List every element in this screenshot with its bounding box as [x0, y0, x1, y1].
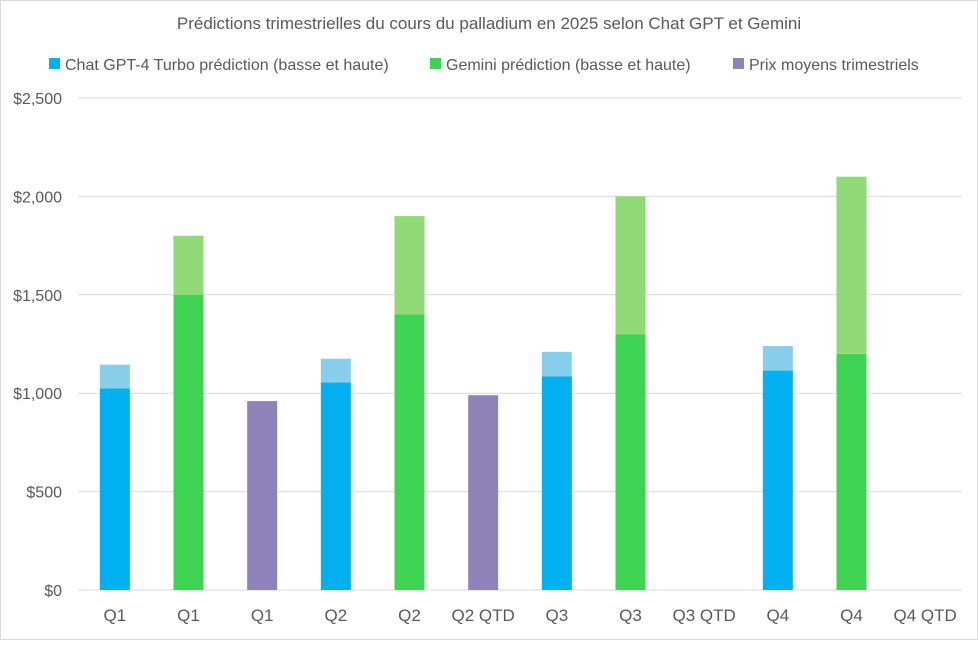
- bar-chatgpt-high: [541, 351, 572, 377]
- bar-gemini-low: [836, 353, 867, 590]
- bar-chatgpt-high: [99, 364, 130, 389]
- bar-average-price: [468, 395, 499, 590]
- legend-swatch: [733, 58, 744, 69]
- y-tick-label: $1,500: [13, 288, 62, 305]
- x-tick-label: Q3 QTD: [673, 606, 736, 625]
- bar-gemini-high: [173, 235, 204, 295]
- x-tick-label: Q2: [398, 606, 421, 625]
- x-tick-label: Q4: [766, 606, 789, 625]
- x-tick-label: Q1: [251, 606, 274, 625]
- bar-chatgpt-low: [320, 382, 351, 590]
- x-tick-label: Q1: [177, 606, 200, 625]
- x-tick-label: Q1: [103, 606, 126, 625]
- y-tick-label: $0: [44, 583, 62, 600]
- x-tick-label: Q2: [324, 606, 347, 625]
- x-axis: Q1 Q1 Q1 Q2 Q2 Q2 QTD Q3 Q3 Q3 QTD Q4 Q4 Q4 QTD: [103, 606, 956, 625]
- bar-gemini-high: [394, 216, 425, 315]
- y-tick-label: $2,000: [13, 189, 62, 206]
- legend-label: Prix moyens trimestriels: [749, 57, 919, 74]
- x-tick-label: Q4: [840, 606, 863, 625]
- bar-gemini-low: [173, 294, 204, 590]
- y-axis: $0 $500 $1,000 $1,500 $2,000 $2,500: [13, 91, 62, 600]
- bars: [99, 176, 867, 590]
- legend-label: Gemini prédiction (basse et haute): [446, 57, 691, 74]
- bar-gemini-high: [836, 176, 867, 354]
- legend-swatch: [430, 58, 441, 69]
- bar-chatgpt-low: [99, 388, 130, 590]
- legend-label: Chat GPT-4 Turbo prédiction (basse et ha…: [65, 57, 389, 74]
- x-tick-label: Q3: [619, 606, 642, 625]
- chart-title: Prédictions trimestrielles du cours du p…: [177, 14, 801, 33]
- legend-swatch: [49, 58, 60, 69]
- y-tick-label: $500: [26, 485, 62, 502]
- bar-chatgpt-high: [762, 345, 793, 371]
- bar-chatgpt-low: [541, 376, 572, 590]
- gridlines: [78, 97, 962, 591]
- bar-chatgpt-high: [320, 358, 351, 383]
- x-tick-label: Q4 QTD: [894, 606, 957, 625]
- y-tick-label: $2,500: [13, 91, 62, 108]
- bar-gemini-high: [615, 196, 646, 335]
- bar-gemini-low: [615, 334, 646, 590]
- x-tick-label: Q3: [545, 606, 568, 625]
- bar-gemini-low: [394, 314, 425, 590]
- y-tick-label: $1,000: [13, 386, 62, 403]
- legend: Chat GPT-4 Turbo prédiction (basse et ha…: [49, 57, 919, 74]
- x-tick-label: Q2 QTD: [452, 606, 515, 625]
- bar-chatgpt-low: [762, 370, 793, 590]
- bar-average-price: [247, 401, 278, 590]
